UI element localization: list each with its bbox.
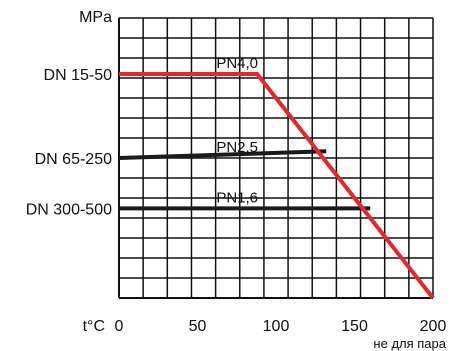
y-category-label: DN 300-500 bbox=[26, 201, 112, 218]
x-tick-label: 150 bbox=[341, 318, 368, 335]
series-label: PN2,5 bbox=[216, 139, 258, 156]
x-tick-label: 200 bbox=[420, 318, 447, 335]
x-axis-note: не для пара bbox=[373, 336, 446, 351]
y-axis-label: MPa bbox=[79, 9, 112, 26]
series-line bbox=[119, 72, 435, 300]
y-category-label: DN 15-50 bbox=[44, 67, 113, 84]
series-label: PN1,6 bbox=[216, 189, 258, 206]
x-tick-label: 100 bbox=[263, 318, 290, 335]
x-tick-label: 0 bbox=[115, 318, 124, 335]
series-label: PN4,0 bbox=[216, 55, 258, 72]
series-line bbox=[118, 149, 327, 160]
x-axis-label: t°C bbox=[83, 318, 105, 335]
y-category-label: DN 65-250 bbox=[35, 151, 112, 168]
chart-labels: MPa t°C не для пара 0 50 100 150 200 DN 15-50… bbox=[26, 9, 447, 351]
x-tick-label: 50 bbox=[189, 318, 207, 335]
chart-series bbox=[118, 72, 435, 300]
